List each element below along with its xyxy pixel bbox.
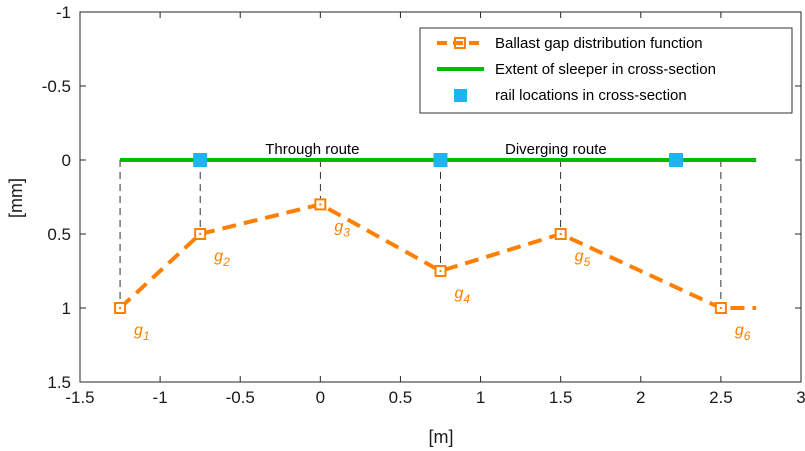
- gap-point-label: g3: [334, 218, 350, 239]
- route-annotation: Through route: [265, 141, 359, 158]
- legend-sleeper-label: Extent of sleeper in cross-section: [495, 61, 716, 78]
- x-tick-label: 2: [636, 388, 645, 407]
- gap-point-label-base: g: [334, 218, 343, 235]
- gap-point-label: g4: [455, 285, 471, 306]
- legend: Ballast gap distribution function Extent…: [419, 27, 793, 114]
- rail-marker: [193, 153, 208, 167]
- legend-gap-label: Ballast gap distribution function: [495, 35, 703, 52]
- legend-rail-label: rail locations in cross-section: [495, 87, 687, 104]
- rail-series: [193, 153, 684, 167]
- gap-point-label-sub: 5: [584, 255, 591, 269]
- x-tick-label: -1: [153, 388, 168, 407]
- gap-point-label-base: g: [735, 322, 744, 339]
- y-tick-label: 0: [62, 151, 71, 170]
- gap-point-label: g1: [134, 322, 150, 343]
- gap-series: [114, 198, 757, 314]
- rail-marker: [433, 153, 448, 167]
- y-tick-label: 1.5: [47, 373, 71, 392]
- gap-point-label-base: g: [455, 285, 464, 302]
- gap-point-label-sub: 3: [343, 225, 350, 239]
- gap-point-label-base: g: [214, 248, 223, 265]
- y-axis-label: [mm]: [6, 178, 26, 218]
- gap-marker-dot: [559, 233, 562, 235]
- legend-gap-swatch-marker: [454, 37, 466, 49]
- x-axis-label: [m]: [429, 427, 454, 447]
- x-tick-label: -1.5: [65, 388, 94, 407]
- gap-point-label-sub: 4: [463, 292, 470, 306]
- gap-marker-dot: [719, 307, 722, 309]
- gap-point-label-sub: 1: [143, 329, 150, 343]
- x-tick-label: 3: [796, 388, 805, 407]
- gap-point-label-base: g: [575, 248, 584, 265]
- x-tick-label: 1: [476, 388, 485, 407]
- guide-lines: [119, 160, 722, 308]
- gap-point-label: g5: [575, 248, 591, 269]
- gap-point-label-sub: 2: [222, 255, 230, 269]
- gap-marker-dot: [439, 270, 442, 272]
- y-tick-label: -1: [56, 3, 71, 22]
- x-tick-label: 1.5: [549, 388, 573, 407]
- gap-point-label-base: g: [134, 322, 143, 339]
- gap-marker-dot: [119, 307, 122, 309]
- axis-ticks: -1.5 -1 -0.5 0 0.5 1 1.5 2 2.5 3 -1 -0.5 0 0.5 1 1.5: [42, 3, 805, 407]
- y-tick-label: 1: [62, 299, 71, 318]
- gap-point-label: g2: [214, 248, 230, 269]
- annotations: Through route Diverging route: [265, 141, 607, 158]
- x-tick-label: 2.5: [709, 388, 733, 407]
- route-annotation: Diverging route: [505, 141, 607, 158]
- gap-point-label: g6: [735, 322, 751, 343]
- gap-point-label-sub: 6: [744, 329, 751, 343]
- y-tick-label: -0.5: [42, 77, 71, 96]
- legend-gap-swatch-dot: [459, 42, 461, 44]
- plot-area-border: [79, 11, 802, 383]
- x-tick-label: 0: [316, 388, 325, 407]
- rail-marker: [669, 153, 684, 167]
- legend-rail-swatch: [454, 89, 467, 102]
- gap-marker-dot: [199, 233, 202, 235]
- gap-marker-dot: [319, 203, 322, 206]
- x-tick-label: 0.5: [389, 388, 413, 407]
- plot-frame: [79, 11, 802, 383]
- x-tick-label: -0.5: [226, 388, 255, 407]
- y-tick-label: 0.5: [47, 225, 71, 244]
